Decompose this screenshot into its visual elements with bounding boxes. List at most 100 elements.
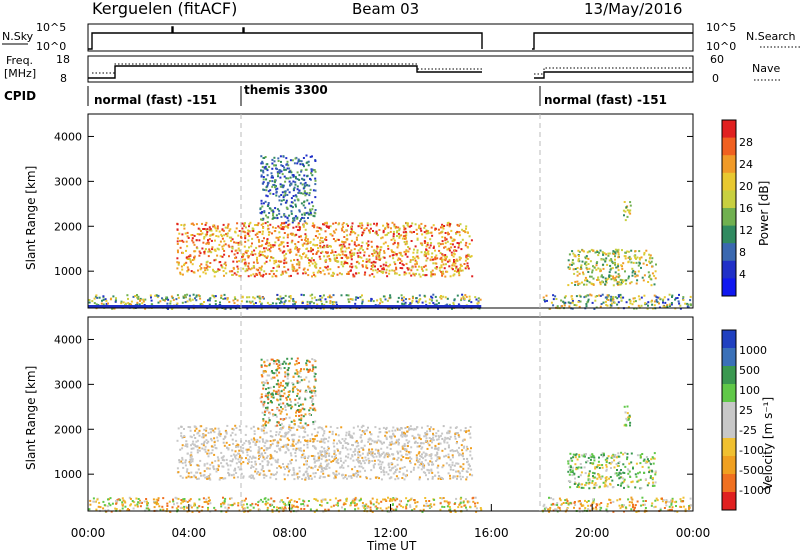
power-echo-cell bbox=[282, 297, 285, 299]
power-echo-cell bbox=[444, 236, 447, 239]
power-echo-cell bbox=[208, 266, 211, 268]
power-echo-cell bbox=[459, 263, 462, 266]
velocity-echo-cell bbox=[452, 476, 455, 479]
velocity-echo-cell bbox=[213, 441, 216, 444]
power-echo-cell bbox=[376, 222, 378, 225]
velocity-echo-cell bbox=[303, 473, 305, 476]
power-echo-cell bbox=[274, 179, 277, 182]
power-echo-cell bbox=[599, 305, 602, 308]
power-echo-cell bbox=[251, 253, 254, 256]
power-echo-cell bbox=[194, 297, 196, 300]
velocity-echo-cell bbox=[336, 459, 339, 462]
velocity-echo-cell bbox=[320, 504, 323, 507]
power-echo-cell bbox=[389, 307, 391, 310]
velocity-echo-cell bbox=[374, 448, 377, 451]
power-echo-cell bbox=[314, 196, 317, 199]
power-echo-cell bbox=[434, 258, 437, 261]
power-echo-cell bbox=[361, 302, 364, 305]
velocity-echo-cell bbox=[295, 411, 297, 414]
velocity-echo-cell bbox=[196, 445, 199, 448]
velocity-echo-cell bbox=[262, 387, 265, 390]
power-echo-cell bbox=[440, 266, 443, 269]
velocity-echo-cell bbox=[372, 456, 375, 459]
power-echo-cell bbox=[304, 237, 307, 239]
power-echo-cell bbox=[280, 297, 283, 300]
velocity-echo-cell bbox=[284, 468, 287, 470]
power-echo-cell bbox=[221, 228, 224, 231]
velocity-echo-cell bbox=[273, 438, 276, 441]
velocity-echo-cell bbox=[284, 362, 287, 365]
velocity-echo-cell bbox=[194, 476, 197, 479]
power-echo-cell bbox=[262, 202, 265, 205]
velocity-echo-cell bbox=[314, 390, 317, 393]
power-echo-cell bbox=[297, 191, 300, 194]
power-echo-cell bbox=[427, 230, 430, 232]
power-echo-cell bbox=[283, 175, 286, 178]
velocity-echo-cell bbox=[424, 471, 427, 474]
power-echo-cell bbox=[335, 254, 338, 257]
power-echo-cell bbox=[189, 299, 192, 302]
velocity-echo-cell bbox=[293, 423, 296, 425]
velocity-echo-cell bbox=[428, 437, 431, 439]
power-echo-cell bbox=[190, 222, 193, 225]
power-echo-cell bbox=[371, 253, 374, 255]
power-echo-cell bbox=[630, 249, 633, 252]
power-echo-cell bbox=[635, 282, 638, 285]
velocity-echo-cell bbox=[239, 454, 242, 457]
power-echo-cell bbox=[571, 250, 574, 253]
power-echo-cell bbox=[196, 247, 199, 250]
power-echo-cell bbox=[274, 164, 277, 167]
power-echo-cell bbox=[373, 222, 376, 225]
power-echo-cell bbox=[309, 208, 311, 211]
power-echo-cell bbox=[211, 294, 214, 297]
velocity-echo-cell bbox=[267, 402, 270, 405]
power-echo-cell bbox=[403, 296, 405, 299]
power-echo-cell bbox=[369, 223, 372, 226]
velocity-echo-cell bbox=[313, 475, 316, 478]
power-echo-cell bbox=[239, 241, 242, 244]
power-echo-cell bbox=[280, 300, 282, 303]
velocity-echo-cell bbox=[229, 497, 231, 500]
velocity-echo-cell bbox=[312, 408, 315, 411]
velocity-echo-cell bbox=[263, 426, 266, 429]
velocity-echo-cell bbox=[285, 413, 288, 416]
power-echo-cell bbox=[272, 226, 274, 229]
velocity-echo-cell bbox=[399, 467, 402, 470]
velocity-echo-cell bbox=[270, 395, 273, 398]
power-echo-cell bbox=[365, 264, 368, 267]
velocity-echo-cell bbox=[475, 507, 478, 510]
power-echo-cell bbox=[585, 257, 588, 260]
velocity-echo-cell bbox=[208, 452, 211, 455]
velocity-echo-cell bbox=[326, 463, 328, 466]
velocity-echo-cell bbox=[285, 433, 287, 436]
power-echo-cell bbox=[297, 250, 300, 253]
velocity-echo-cell bbox=[394, 471, 397, 473]
power-echo-cell bbox=[560, 299, 563, 302]
power-echo-cell bbox=[416, 268, 419, 271]
power-echo-cell bbox=[448, 303, 451, 306]
velocity-echo-cell bbox=[262, 405, 265, 408]
power-echo-cell bbox=[282, 186, 285, 189]
velocity-echo-cell bbox=[458, 435, 461, 438]
velocity-echo-cell bbox=[343, 440, 346, 442]
velocity-echo-cell bbox=[231, 460, 234, 463]
power-echo-cell bbox=[218, 230, 221, 233]
velocity-echo-cell bbox=[300, 449, 303, 452]
power-echo-cell bbox=[122, 301, 125, 304]
power-echo-cell bbox=[349, 269, 352, 272]
velocity-echo-cell bbox=[313, 455, 316, 458]
power-echo-cell bbox=[274, 207, 277, 210]
power-echo-cell bbox=[280, 164, 283, 167]
power-echo-cell bbox=[444, 245, 447, 248]
power-echo-cell bbox=[287, 219, 290, 222]
velocity-echo-cell bbox=[285, 417, 288, 420]
power-echo-cell bbox=[663, 296, 666, 299]
power-echo-cell bbox=[259, 250, 261, 253]
velocity-echo-cell bbox=[308, 409, 311, 412]
power-echo-cell bbox=[632, 300, 635, 303]
colorbar-tick-label: 4 bbox=[739, 268, 746, 281]
power-echo-cell bbox=[311, 208, 314, 211]
velocity-echo-cell bbox=[277, 379, 279, 382]
power-echo-cell bbox=[320, 236, 322, 239]
power-echo-cell bbox=[254, 224, 257, 226]
